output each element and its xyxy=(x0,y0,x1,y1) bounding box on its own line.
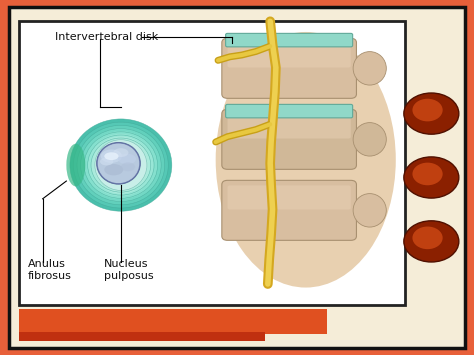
FancyBboxPatch shape xyxy=(228,43,351,67)
Ellipse shape xyxy=(118,154,136,164)
Ellipse shape xyxy=(353,51,386,85)
Bar xyxy=(19,309,327,334)
Ellipse shape xyxy=(91,136,151,193)
Ellipse shape xyxy=(95,140,147,190)
Circle shape xyxy=(404,93,459,134)
Ellipse shape xyxy=(353,122,386,156)
Ellipse shape xyxy=(70,119,172,211)
Ellipse shape xyxy=(100,158,113,165)
FancyBboxPatch shape xyxy=(226,104,353,118)
FancyBboxPatch shape xyxy=(228,185,351,209)
Ellipse shape xyxy=(97,143,140,184)
Ellipse shape xyxy=(216,32,396,288)
Ellipse shape xyxy=(77,125,165,205)
Circle shape xyxy=(404,157,459,198)
Circle shape xyxy=(412,163,443,185)
Ellipse shape xyxy=(113,148,128,157)
Text: Anulus
fibrosus: Anulus fibrosus xyxy=(27,259,72,280)
Bar xyxy=(19,21,405,305)
Text: Nucleus
pulposus: Nucleus pulposus xyxy=(104,259,154,280)
Ellipse shape xyxy=(73,122,168,208)
Text: Intervertebral disk: Intervertebral disk xyxy=(55,32,158,42)
FancyBboxPatch shape xyxy=(222,38,356,98)
FancyBboxPatch shape xyxy=(226,33,353,47)
Ellipse shape xyxy=(81,128,161,202)
FancyBboxPatch shape xyxy=(228,114,351,138)
Ellipse shape xyxy=(66,144,85,186)
Ellipse shape xyxy=(84,131,157,199)
Bar xyxy=(19,332,265,341)
Ellipse shape xyxy=(104,152,118,160)
Ellipse shape xyxy=(353,193,386,227)
Circle shape xyxy=(404,221,459,262)
Ellipse shape xyxy=(94,139,148,191)
FancyBboxPatch shape xyxy=(222,180,356,240)
Circle shape xyxy=(412,99,443,121)
Ellipse shape xyxy=(100,149,122,163)
Ellipse shape xyxy=(104,164,123,175)
FancyBboxPatch shape xyxy=(222,109,356,169)
Ellipse shape xyxy=(121,162,135,171)
Circle shape xyxy=(412,226,443,249)
Ellipse shape xyxy=(88,134,154,196)
